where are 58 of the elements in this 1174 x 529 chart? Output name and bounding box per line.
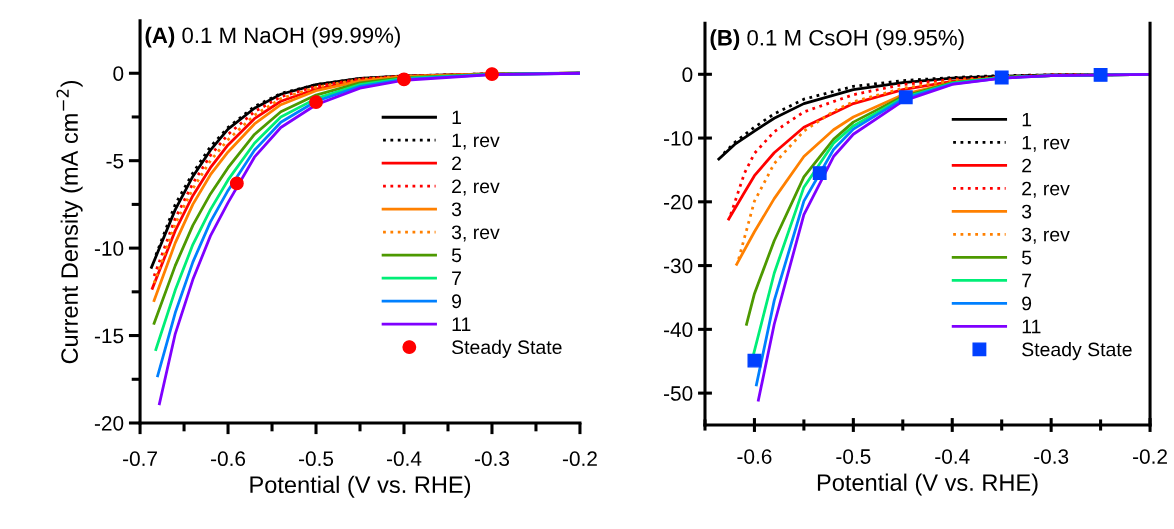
legend-label: 1 [452, 110, 461, 125]
x-tick-label: -0.5 [836, 449, 871, 464]
chart-title: (A) 0.1 M NaOH (99.99%) [145, 26, 400, 48]
legend-label: 1, rev [1022, 135, 1070, 152]
x-tick-label: -0.4 [386, 451, 422, 467]
point [898, 90, 913, 105]
legend-label: 2, rev [1022, 181, 1070, 198]
point [812, 166, 827, 181]
legend-label: 3 [1021, 204, 1032, 219]
y-tick-label: 0 [113, 66, 124, 81]
y-tick-label: -10 [664, 131, 693, 146]
point [994, 70, 1009, 85]
y-tick-label: -15 [94, 328, 124, 344]
legend-label: 1, rev [452, 133, 500, 150]
legend-label: 3 [451, 202, 462, 217]
legend-label: 2 [1022, 158, 1032, 173]
legend-label: 1 [1022, 112, 1032, 127]
y-tick-label: -10 [94, 241, 124, 256]
y-tick-label: -20 [94, 415, 124, 431]
legend-label: 5 [1021, 250, 1032, 265]
point [747, 353, 762, 368]
chart-title: (B) 0.1 M CsOH (99.95%) [710, 29, 964, 51]
x-tick-label: -0.6 [737, 449, 772, 464]
legend-label: 3, rev [1021, 227, 1070, 244]
legend-label: 2, rev [452, 179, 500, 196]
x-tick-label: -0.7 [123, 451, 157, 467]
point [397, 72, 411, 87]
legend-label: 7 [1022, 273, 1032, 288]
y-tick-label: -5 [106, 153, 124, 169]
point [1093, 67, 1108, 82]
x-tick-label: -0.3 [474, 451, 510, 467]
x-tick-label: -0.4 [935, 449, 970, 464]
x-tick-label: -0.2 [1133, 449, 1167, 464]
legend-label: 9 [452, 294, 462, 309]
point [309, 95, 323, 110]
legend-label: 7 [452, 271, 461, 285]
x-axis-title: Potential (V vs. RHE) [250, 475, 471, 498]
x-axis-title: Potential (V vs. RHE) [817, 473, 1038, 496]
y-tick-label: -50 [664, 386, 693, 401]
x-tick-label: -0.3 [1034, 449, 1069, 464]
legend-label: 11 [1022, 319, 1041, 334]
legend-label: 9 [1022, 296, 1032, 311]
legend-label: 3, rev [451, 225, 500, 242]
legend-label: Steady State [1022, 342, 1132, 361]
legend-label: Steady State [452, 339, 562, 358]
legend-label: 11 [452, 317, 471, 331]
x-tick-label: -0.5 [298, 451, 334, 467]
y-tick-label: 0 [682, 67, 693, 83]
legend-label: 2 [452, 156, 461, 171]
y-tick-label: -30 [664, 258, 693, 274]
y-tick-label: -20 [664, 194, 693, 210]
x-tick-label: -0.6 [211, 451, 246, 467]
point [229, 176, 244, 191]
x-tick-label: -0.2 [562, 451, 597, 467]
point [485, 67, 499, 82]
y-tick-label: -40 [664, 322, 693, 338]
legend-label: 5 [451, 248, 462, 263]
y-axis-title: Current Density (mA cm$^{−2}$) [56, 80, 83, 364]
